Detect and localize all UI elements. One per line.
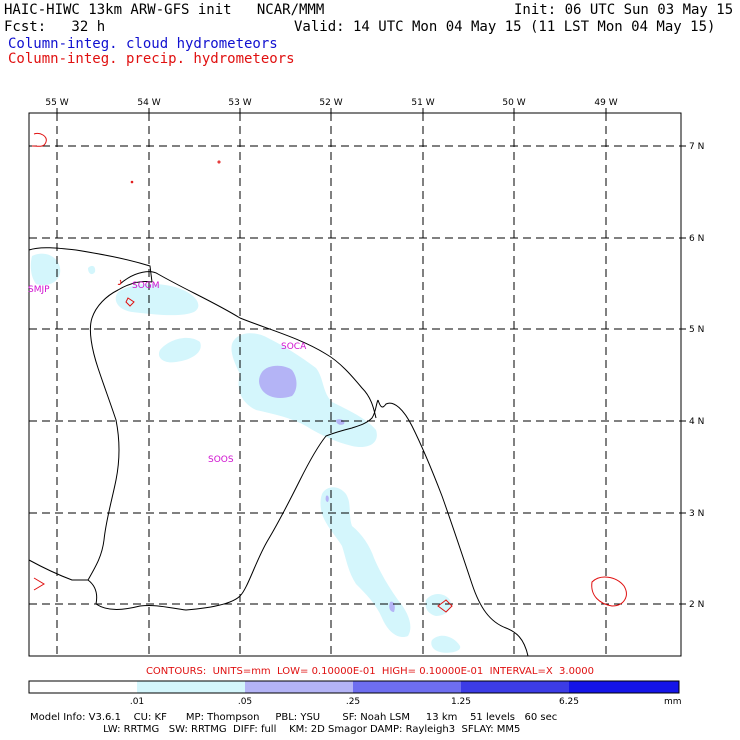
station-label: SMJP <box>28 285 50 295</box>
map-frame <box>28 112 682 657</box>
station-label: SOOS <box>208 455 234 465</box>
station-label: SOGM <box>132 281 160 291</box>
colorbar-tick-label: .25 <box>346 697 360 707</box>
lon-label: 53 W <box>228 98 251 108</box>
colorbar-bin <box>137 681 245 693</box>
lat-label: 6 N <box>689 234 704 244</box>
init-time: Init: 06 UTC Sun 03 May 15 <box>514 2 734 18</box>
valid-time: Valid: 14 UTC Mon 04 May 15 (11 LST Mon … <box>294 19 716 35</box>
colorbar-frame <box>28 680 680 694</box>
latitude-labels: 7 N 6 N 5 N 4 N 3 N 2 N <box>689 142 704 610</box>
lon-label: 49 W <box>594 98 617 108</box>
lat-label: 5 N <box>689 325 704 335</box>
coastline <box>28 247 529 657</box>
lon-label: 52 W <box>319 98 342 108</box>
lon-label: 51 W <box>411 98 434 108</box>
lat-label: 2 N <box>689 600 704 610</box>
colorbar: .01 .05 .25 1.25 6.25 mm <box>28 680 682 707</box>
model-info-line2: LW: RRTMG SW: RRTMG DIFF: full KM: 2D Sm… <box>30 724 521 735</box>
colorbar-bin <box>245 681 353 693</box>
lat-label: 7 N <box>689 142 704 152</box>
colorbar-units: mm <box>664 697 682 707</box>
lat-label: 4 N <box>689 417 704 427</box>
graticule <box>29 113 681 656</box>
colorbar-tick-label: .05 <box>238 697 252 707</box>
contours-info: CONTOURS: UNITS=mm LOW= 0.10000E-01 HIGH… <box>145 666 595 677</box>
model-info-line1: Model Info: V3.6.1 CU: KF MP: Thompson P… <box>30 712 558 723</box>
lon-label: 55 W <box>45 98 68 108</box>
cloud-shading-light <box>30 253 461 653</box>
station-label: SOCA <box>281 342 307 352</box>
colorbar-bin <box>353 681 461 693</box>
lon-label: 54 W <box>137 98 160 108</box>
model-title: HAIC-HIWC 13km ARW-GFS init NCAR/MMM <box>4 2 325 18</box>
colorbar-bin <box>29 681 137 693</box>
colorbar-bin <box>569 681 679 693</box>
longitude-labels: 55 W 54 W 53 W 52 W 51 W 50 W 49 W <box>45 98 617 108</box>
colorbar-tick-label: 6.25 <box>559 697 579 707</box>
precip-contours <box>31 133 627 613</box>
colorbar-tick-label: 1.25 <box>451 697 471 707</box>
colorbar-bin <box>461 681 569 693</box>
colorbar-tick-label: .01 <box>130 697 144 707</box>
lat-label: 3 N <box>689 509 704 519</box>
field-label-cloud: Column-integ. cloud hydrometeors <box>8 36 278 52</box>
field-label-precip: Column-integ. precip. hydrometeors <box>8 51 295 67</box>
forecast-hour: Fcst: 32 h <box>4 19 106 35</box>
lon-label: 50 W <box>502 98 525 108</box>
station-labels: SMJP SOGM SOCA SOOS <box>28 281 307 465</box>
frame-ticks <box>56 108 686 605</box>
